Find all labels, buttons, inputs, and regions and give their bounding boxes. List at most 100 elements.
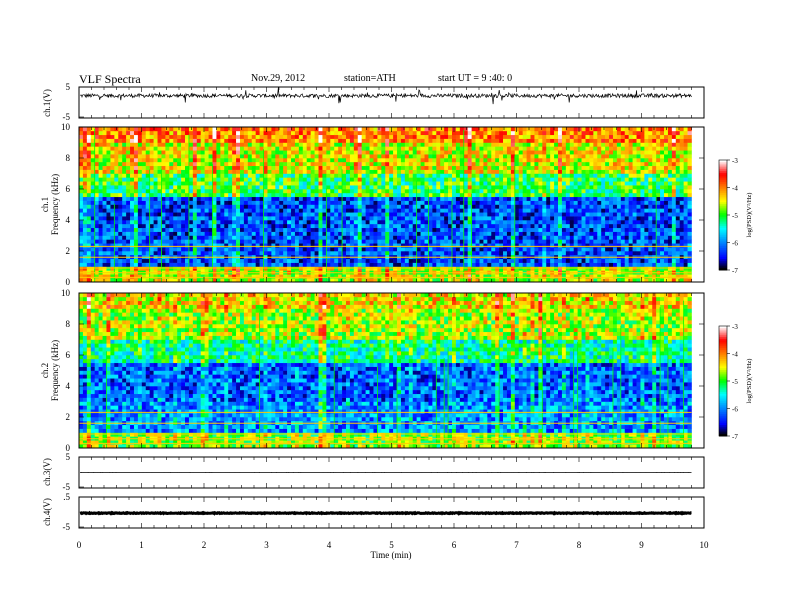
ch1-psd-cell xyxy=(149,181,154,186)
ch1-psd-cell xyxy=(208,212,213,217)
ch1-psd-cell xyxy=(345,231,351,236)
ch1-psd-cell xyxy=(236,227,241,232)
ch1-psd-cell xyxy=(452,181,457,186)
ch1-psd-cell xyxy=(169,185,174,190)
ch1-psd-cell xyxy=(373,258,378,263)
ch1-psd-cell xyxy=(259,262,264,267)
ch1-psd-cell xyxy=(428,165,433,170)
ch1-psd-cell xyxy=(82,266,88,271)
ch1-psd-cell xyxy=(487,154,492,159)
ch1-psd-cell xyxy=(385,127,390,132)
ch1-psd-cell xyxy=(381,173,386,178)
ch1-psd-cell xyxy=(499,173,504,178)
ch1-psd-cell xyxy=(185,154,190,159)
ch1-psd-cell xyxy=(177,173,182,178)
ch1-psd-cell xyxy=(216,150,221,155)
ch1-psd-cell xyxy=(400,165,406,170)
ch1-psd-cell xyxy=(381,235,386,240)
ch1-psd-cell xyxy=(357,247,362,252)
ch1-psd-cell xyxy=(294,220,300,225)
ch1-psd-cell xyxy=(232,177,237,182)
ch1-psd-cell xyxy=(298,208,304,213)
ch1-psd-cell xyxy=(291,239,296,244)
ch1-psd-cell xyxy=(345,181,351,186)
ch1-psd-cell xyxy=(302,266,308,271)
ch1-psd-cell xyxy=(208,192,213,198)
ch1-psd-cell xyxy=(236,251,241,256)
ch1-psd-cell xyxy=(381,177,386,182)
ch1-psd-cell xyxy=(224,189,229,194)
ch1-psd-cell xyxy=(263,274,268,279)
ch1-psd-cell xyxy=(204,212,209,217)
ch1-psd-cell xyxy=(428,185,433,190)
ch1-psd-cell xyxy=(283,154,288,159)
ch1-psd-cell xyxy=(538,169,543,174)
ch1-psd-cell xyxy=(459,216,465,221)
ch1-psd-cell xyxy=(479,181,484,186)
ch1-psd-cell xyxy=(243,235,249,240)
ch1-psd-cell xyxy=(310,212,315,217)
ch1-psd-cell xyxy=(385,239,390,244)
ch1-psd-cell xyxy=(377,169,382,174)
ch1-psd-cell xyxy=(491,247,496,252)
ch1-psd-cell xyxy=(181,142,186,147)
ch1-psd-cell xyxy=(365,274,370,279)
ch1-psd-cell xyxy=(361,158,366,163)
ch1-psd-cell xyxy=(161,274,166,279)
ch1-psd-cell xyxy=(212,239,217,244)
ch1-psd-cell xyxy=(491,212,496,217)
ch1-psd-cell xyxy=(342,165,347,170)
ch1-psd-cell xyxy=(169,169,174,174)
ch1-psd-cell xyxy=(448,138,453,143)
ch1-psd-cell xyxy=(279,146,284,151)
ch1-psd-cell xyxy=(251,146,256,151)
ch1-psd-cell xyxy=(173,146,178,151)
ch1-psd-cell xyxy=(444,185,449,190)
ch1-psd-cell xyxy=(452,177,457,182)
ch1-psd-cell xyxy=(530,208,535,213)
ch1-psd-cell xyxy=(397,223,402,229)
ch1-psd-cell xyxy=(291,212,296,217)
ch1-psd-cell xyxy=(263,150,268,155)
ch1-psd-cell xyxy=(306,223,311,229)
ch1-psd-cell xyxy=(247,239,253,244)
ch1-psd-cell xyxy=(224,278,229,283)
ch1-psd-cell xyxy=(397,235,402,240)
ch1-psd-cell xyxy=(514,165,520,170)
ch1-psd-cell xyxy=(365,204,370,209)
ch1-psd-cell xyxy=(236,200,241,205)
ch1-psd-cell xyxy=(506,200,512,205)
ch1-psd-cell xyxy=(408,212,414,217)
ch1-psd-cell xyxy=(275,142,280,147)
ch1-psd-cell xyxy=(157,251,162,256)
ch1-psd-cell xyxy=(455,223,461,229)
ch1-psd-cell xyxy=(232,223,237,229)
ch1-psd-cell xyxy=(291,154,296,159)
ch1-psd-cell xyxy=(86,138,92,143)
ch1-psd-cell xyxy=(400,200,406,205)
ch1-psd-cell xyxy=(404,150,410,155)
ch1-psd-cell xyxy=(173,192,178,198)
ch1-psd-cell xyxy=(181,138,186,143)
ch1-psd-cell xyxy=(408,274,414,279)
ch1-psd-cell xyxy=(491,146,496,151)
ch1-psd-cell xyxy=(345,146,351,151)
ch1-psd-cell xyxy=(530,181,535,186)
ch1-psd-cell xyxy=(200,278,205,283)
ch1-psd-cell xyxy=(130,130,135,136)
ch1-psd-cell xyxy=(428,189,433,194)
ch1-psd-cell xyxy=(224,208,229,213)
ch1-psd-cell xyxy=(483,235,488,240)
ch1-psd-cell xyxy=(204,142,209,147)
ch1-psd-cell xyxy=(90,258,96,263)
ch1-psd-cell xyxy=(334,127,339,132)
ch1-psd-cell xyxy=(365,150,370,155)
ch1-psd-cell xyxy=(106,235,111,240)
ch1-psd-cell xyxy=(102,146,107,151)
ch1-psd-cell xyxy=(196,196,202,201)
ch1-psd-cell xyxy=(192,204,198,209)
ch1-psd-cell xyxy=(133,169,139,174)
ch1-psd-cell xyxy=(353,192,359,198)
ch1-psd-cell xyxy=(428,200,433,205)
ch1-psd-cell xyxy=(345,274,351,279)
